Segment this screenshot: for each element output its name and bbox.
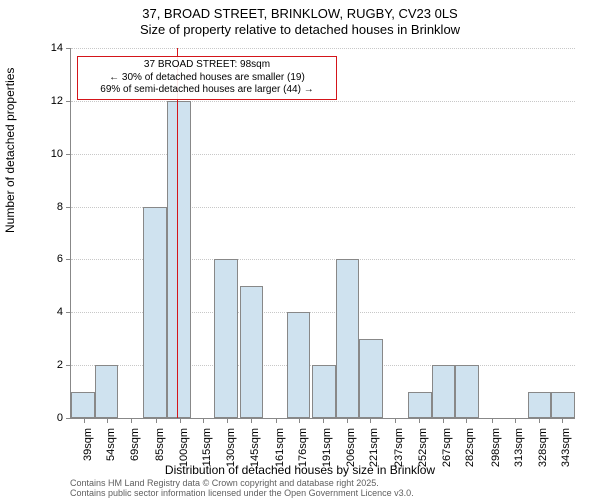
ytick-mark	[66, 312, 71, 313]
gridline-h	[71, 154, 575, 155]
xtick-label: 298sqm	[490, 428, 502, 467]
xtick-label: 176sqm	[297, 428, 309, 467]
xtick-mark	[347, 418, 348, 423]
xtick-label: 39sqm	[82, 428, 94, 461]
chart-container: 37, BROAD STREET, BRINKLOW, RUGBY, CV23 …	[0, 0, 600, 500]
xtick-label: 161sqm	[274, 428, 286, 467]
ytick-mark	[66, 259, 71, 260]
xtick-label: 85sqm	[154, 428, 166, 461]
xtick-label: 130sqm	[225, 428, 237, 467]
histogram-bar	[287, 312, 311, 418]
xtick-mark	[539, 418, 540, 423]
xtick-label: 267sqm	[441, 428, 453, 467]
title-line2: Size of property relative to detached ho…	[0, 22, 600, 38]
xtick-mark	[227, 418, 228, 423]
title-line1: 37, BROAD STREET, BRINKLOW, RUGBY, CV23 …	[0, 6, 600, 22]
gridline-h	[71, 48, 575, 49]
histogram-bar	[359, 339, 383, 418]
xtick-mark	[251, 418, 252, 423]
histogram-bar	[528, 392, 552, 418]
xtick-label: 145sqm	[249, 428, 261, 467]
ytick-mark	[66, 365, 71, 366]
reference-line	[177, 48, 178, 418]
xtick-label: 69sqm	[129, 428, 141, 461]
histogram-bar	[95, 365, 119, 418]
xtick-mark	[276, 418, 277, 423]
ytick-label: 0	[31, 412, 63, 424]
histogram-bar	[455, 365, 479, 418]
plot-area: 0246810121439sqm54sqm69sqm85sqm100sqm115…	[70, 48, 575, 419]
xtick-label: 221sqm	[368, 428, 380, 467]
attribution-line1: Contains HM Land Registry data © Crown c…	[70, 478, 414, 488]
xtick-mark	[395, 418, 396, 423]
xtick-mark	[84, 418, 85, 423]
annotation-line1: 37 BROAD STREET: 98sqm	[82, 59, 332, 72]
annotation-box: 37 BROAD STREET: 98sqm ← 30% of detached…	[77, 56, 337, 100]
histogram-bar	[240, 286, 264, 418]
histogram-bar	[143, 207, 167, 418]
xtick-label: 313sqm	[513, 428, 525, 467]
xtick-label: 100sqm	[178, 428, 190, 467]
histogram-bar	[214, 259, 238, 418]
histogram-bar	[408, 392, 432, 418]
x-axis-label: Distribution of detached houses by size …	[0, 463, 600, 477]
y-axis-label: Number of detached properties	[3, 68, 17, 233]
xtick-mark	[562, 418, 563, 423]
xtick-label: 328sqm	[537, 428, 549, 467]
xtick-mark	[323, 418, 324, 423]
xtick-mark	[131, 418, 132, 423]
annotation-line2: ← 30% of detached houses are smaller (19…	[82, 72, 332, 85]
xtick-label: 206sqm	[345, 428, 357, 467]
xtick-label: 115sqm	[201, 428, 213, 466]
histogram-bar	[71, 392, 95, 418]
xtick-mark	[443, 418, 444, 423]
xtick-label: 191sqm	[321, 428, 333, 467]
ytick-mark	[66, 48, 71, 49]
xtick-mark	[515, 418, 516, 423]
ytick-mark	[66, 207, 71, 208]
ytick-mark	[66, 154, 71, 155]
attribution-line2: Contains public sector information licen…	[70, 488, 414, 498]
xtick-mark	[492, 418, 493, 423]
xtick-label: 343sqm	[560, 428, 572, 467]
ytick-label: 14	[31, 42, 63, 54]
xtick-label: 252sqm	[417, 428, 429, 467]
ytick-label: 6	[31, 253, 63, 265]
xtick-mark	[156, 418, 157, 423]
attribution-text: Contains HM Land Registry data © Crown c…	[70, 478, 414, 499]
xtick-label: 54sqm	[105, 428, 117, 461]
xtick-mark	[466, 418, 467, 423]
xtick-mark	[203, 418, 204, 423]
ytick-label: 2	[31, 359, 63, 371]
xtick-mark	[299, 418, 300, 423]
xtick-mark	[419, 418, 420, 423]
xtick-mark	[180, 418, 181, 423]
histogram-bar	[312, 365, 336, 418]
histogram-bar	[432, 365, 456, 418]
xtick-mark	[107, 418, 108, 423]
ytick-label: 12	[31, 95, 63, 107]
ytick-label: 10	[31, 148, 63, 160]
gridline-h	[71, 101, 575, 102]
annotation-line3: 69% of semi-detached houses are larger (…	[82, 84, 332, 97]
histogram-bar	[551, 392, 575, 418]
ytick-label: 4	[31, 306, 63, 318]
xtick-label: 282sqm	[464, 428, 476, 467]
xtick-mark	[370, 418, 371, 423]
histogram-bar	[167, 101, 191, 418]
ytick-mark	[66, 418, 71, 419]
chart-title: 37, BROAD STREET, BRINKLOW, RUGBY, CV23 …	[0, 6, 600, 39]
ytick-label: 8	[31, 201, 63, 213]
histogram-bar	[336, 259, 360, 418]
xtick-label: 237sqm	[393, 428, 405, 467]
ytick-mark	[66, 101, 71, 102]
